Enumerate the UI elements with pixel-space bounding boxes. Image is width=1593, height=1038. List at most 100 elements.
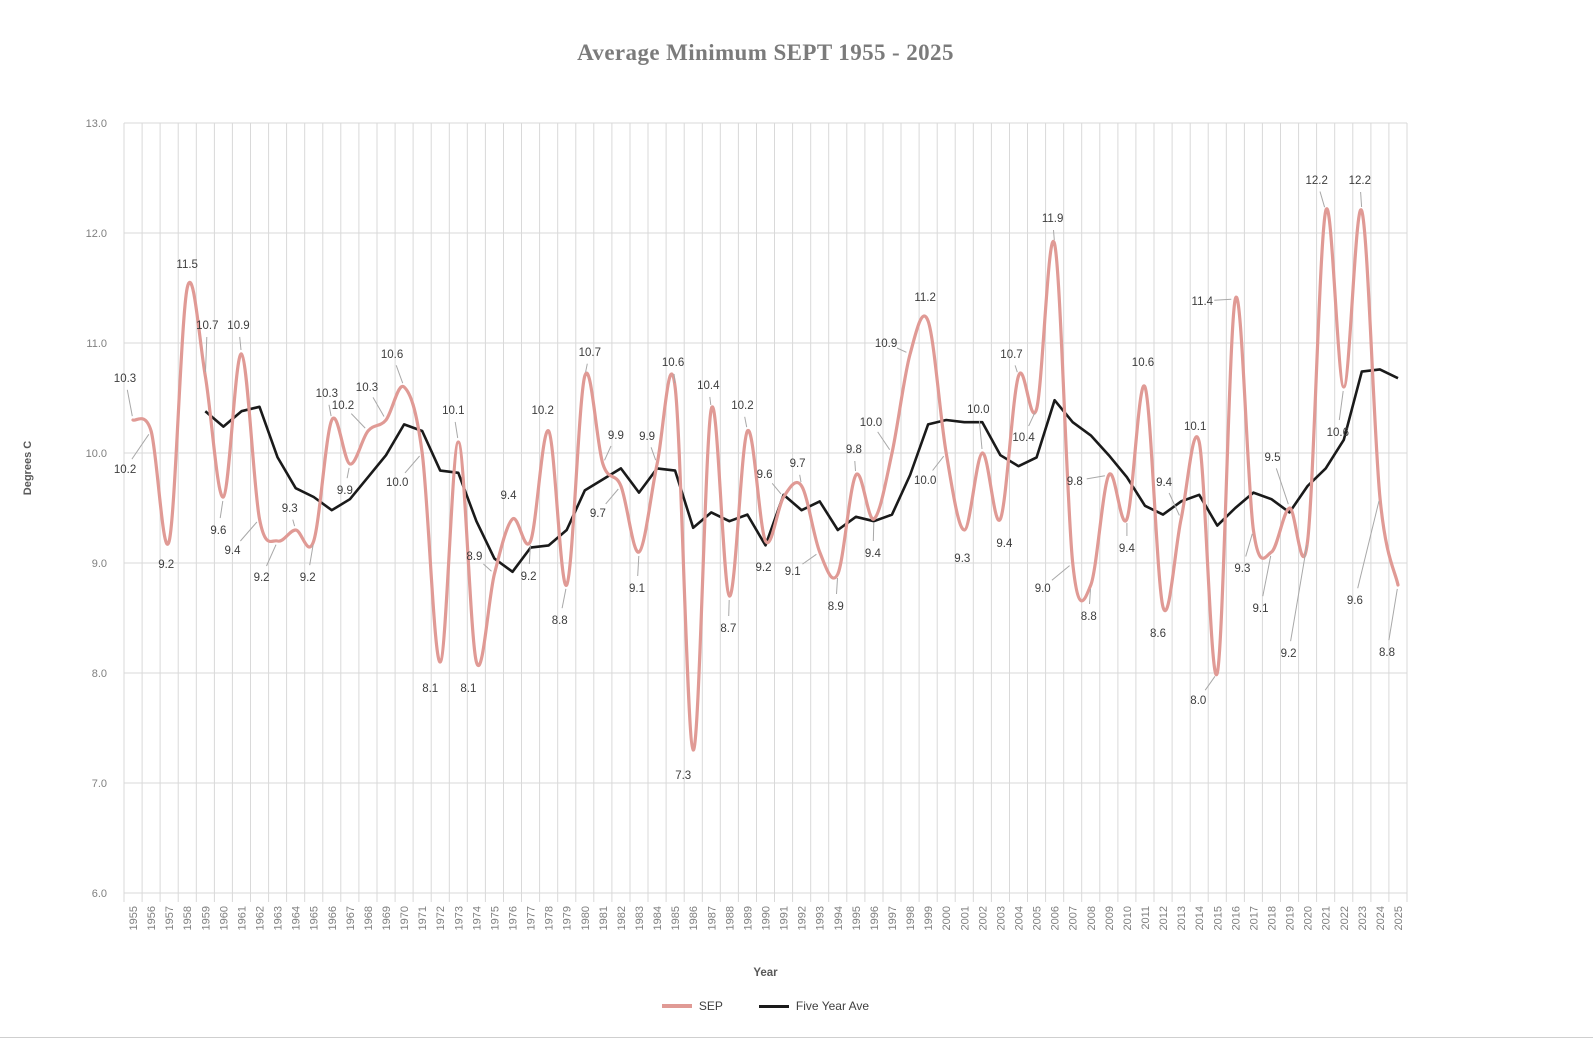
x-tick-label: 1980 [580,906,592,930]
data-label: 9.2 [521,571,537,583]
x-tick-label: 2024 [1375,906,1387,930]
data-label: 9.4 [865,548,882,560]
data-label: 10.9 [227,320,249,332]
x-tick-label: 2003 [995,906,1007,930]
legend-label-sep: SEP [698,999,723,1013]
x-tick-label: 1987 [706,906,718,930]
y-tick-label: 10.0 [86,448,107,460]
x-tick-label: 1956 [146,906,158,930]
y-tick-label: 11.0 [86,338,107,350]
data-label: 10.4 [697,380,720,392]
data-label: 10.0 [386,477,408,489]
data-label: 10.3 [356,382,378,394]
x-tick-label: 2009 [1104,906,1116,930]
data-label: 8.9 [466,551,482,563]
x-tick-label: 1960 [218,906,230,930]
x-tick-label: 1971 [417,906,429,930]
x-tick-label: 1994 [833,906,845,930]
x-tick-label: 1996 [869,906,881,930]
x-tick-label: 1964 [291,906,303,930]
data-label: 10.2 [532,405,554,417]
x-tick-label: 1999 [923,906,935,930]
data-label: 9.3 [282,503,298,515]
data-labels: 10.310.29.211.510.79.610.99.49.29.39.210… [114,175,1395,782]
data-label: 9.9 [639,431,655,443]
x-tick-label: 1998 [905,906,917,930]
y-axis-title: Degrees C [22,440,34,496]
legend: SEP Five Year Ave [124,999,1407,1013]
y-tick-label: 13.0 [86,118,107,130]
data-label: 9.9 [608,430,624,442]
data-label: 9.2 [756,562,772,574]
x-tick-label: 1990 [761,906,773,930]
data-label: 9.1 [629,583,645,595]
legend-item-five-year-ave: Five Year Ave [758,999,869,1013]
x-tick-label: 1982 [616,906,628,930]
data-label: 8.0 [1190,695,1206,707]
x-tick-label: 1972 [435,906,447,930]
data-label: 9.5 [1265,452,1281,464]
x-tick-label: 1959 [200,906,212,930]
data-label: 12.2 [1306,175,1328,187]
data-label: 9.6 [210,525,226,537]
x-tick-label: 2011 [1140,906,1152,930]
sep-line [131,207,1400,752]
data-label: 9.6 [757,469,773,481]
x-tick-label: 1962 [255,906,267,930]
sep-line-swatch [661,1004,692,1008]
x-tick-label: 1997 [887,906,899,930]
x-tick-label: 2008 [1086,906,1098,930]
data-label: 11.4 [1192,296,1214,308]
data-label: 10.6 [381,349,403,361]
data-label: 10.0 [914,475,936,487]
x-tick-label: 1958 [182,906,194,930]
x-tick-label: 1989 [742,906,754,930]
x-tick-labels: 1955 1956 1957 1958 1959 1960 1961 1962 1963 1964… [128,906,1405,930]
y-tick-label: 12.0 [86,228,107,240]
x-tick-label: 1970 [399,906,411,930]
data-label: 9.7 [590,508,606,520]
data-label: 10.0 [860,417,882,429]
x-tick-label: 1957 [164,906,176,930]
data-label: 10.1 [442,405,464,417]
data-label: 10.3 [316,388,338,400]
x-tick-label: 2013 [1176,906,1188,930]
x-tick-label: 2023 [1357,906,1369,930]
x-tick-label: 1965 [309,906,321,930]
x-tick-label: 1963 [273,906,285,930]
x-tick-label: 1974 [471,906,483,930]
x-tick-label: 1981 [598,906,610,930]
data-label: 9.4 [225,545,242,557]
data-label: 9.7 [790,458,806,470]
y-tick-label: 9.0 [92,558,107,570]
data-label: 9.1 [785,566,801,578]
five-year-ave-line [204,368,1399,574]
data-label: 10.6 [662,357,684,369]
x-tick-label: 2000 [941,906,953,930]
x-tick-label: 1961 [237,906,249,930]
chart-title: Average Minimum SEPT 1955 - 2025 [577,40,954,65]
x-tick-label: 1991 [779,906,791,930]
data-label: 8.9 [828,601,844,613]
data-label: 9.0 [1035,583,1051,595]
data-label: 10.7 [196,320,218,332]
data-label: 7.3 [675,770,691,782]
legend-item-sep: SEP [661,999,723,1013]
x-tick-label: 2020 [1303,906,1315,930]
x-tick-label: 2005 [1032,906,1044,930]
x-tick-label: 1968 [363,906,375,930]
x-tick-label: 1973 [453,906,465,930]
x-tick-label: 2006 [1050,906,1062,930]
data-label: 9.4 [1119,543,1136,555]
x-tick-label: 1993 [815,906,827,930]
x-axis-title: Year [753,967,778,979]
data-label: 10.4 [1012,432,1035,444]
x-tick-label: 2001 [959,906,971,930]
data-label: 10.6 [1132,357,1154,369]
data-label: 9.4 [1156,477,1173,489]
x-tick-label: 1992 [797,906,809,930]
x-tick-label: 2007 [1068,906,1080,930]
x-tick-label: 1975 [489,906,501,930]
